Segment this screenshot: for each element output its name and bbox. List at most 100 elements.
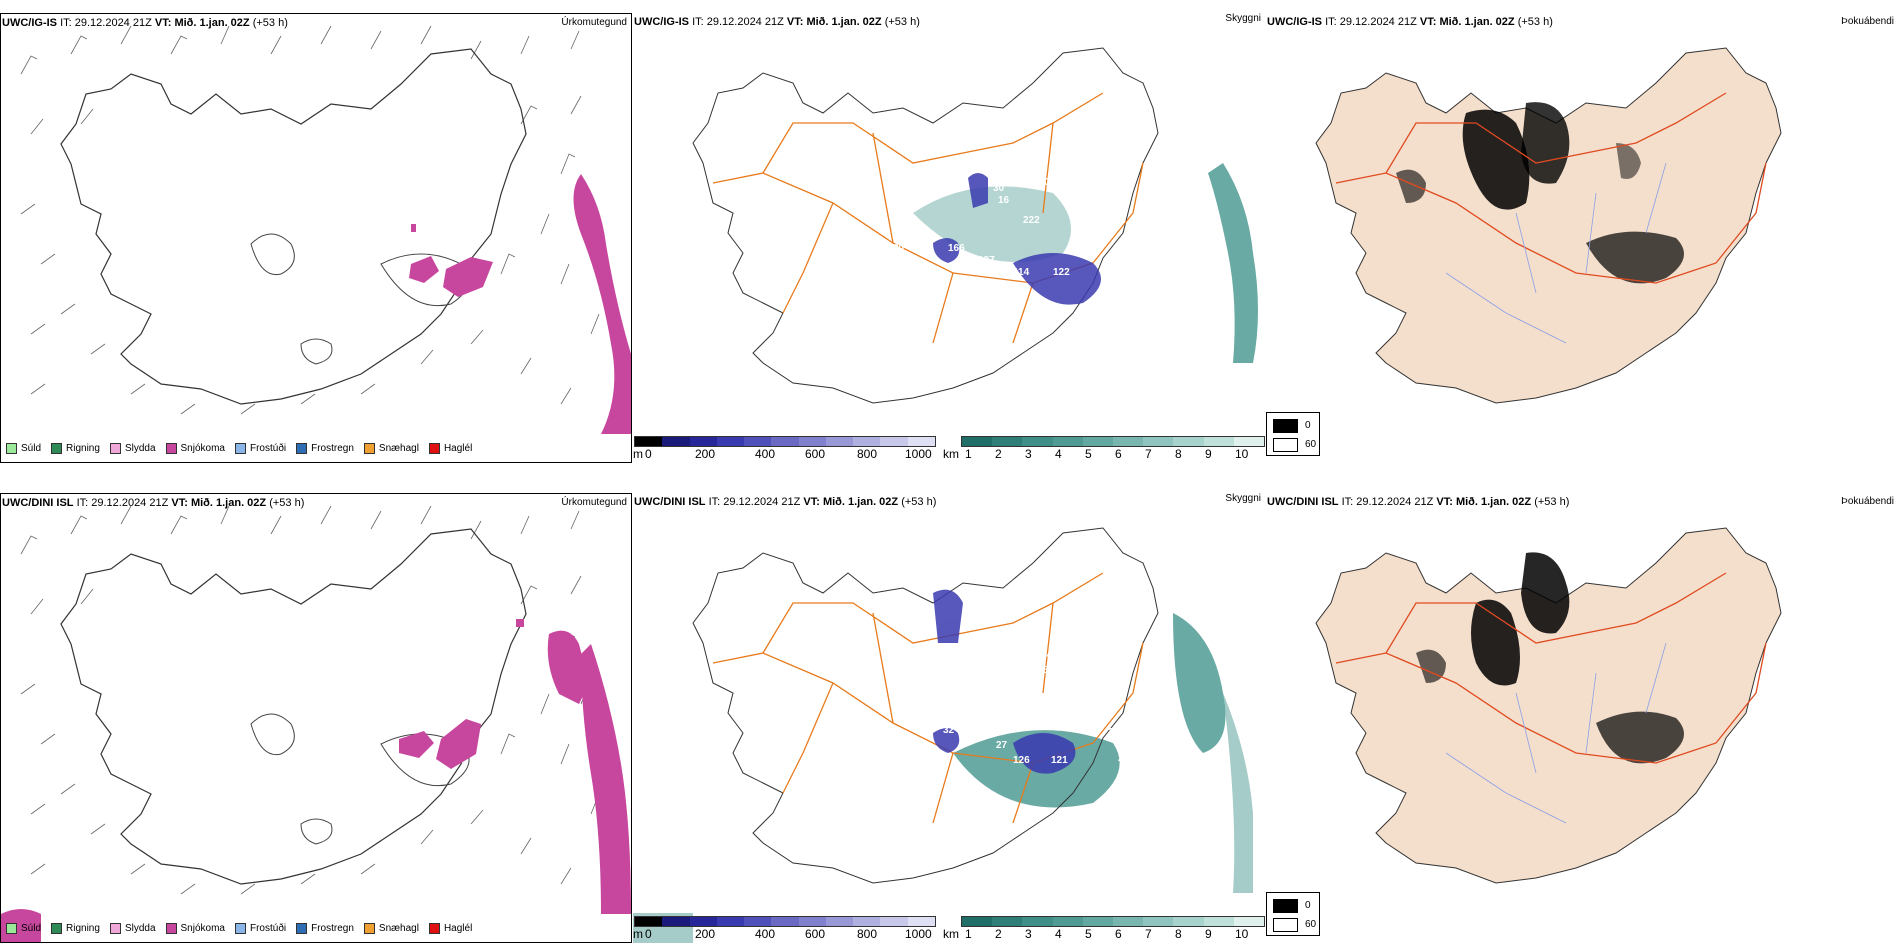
legend-slydda: Slydda [109, 923, 156, 934]
legend-sudl: Súld [6, 443, 41, 454]
visibility-ticks-row2: km 1 2 3 4 5 6 7 8 9 10 [943, 927, 1249, 941]
cloud-number: 32 [943, 725, 955, 736]
precip-type-label-row1: Úrkomutegund [561, 17, 627, 28]
cloud-type-label-row1: Skyggni [1225, 13, 1261, 24]
legend-frostudi: Frostúði [234, 923, 286, 934]
fog-legend-high-swatch [1273, 419, 1298, 433]
fog-legend-high-label: 0 [1305, 900, 1311, 911]
legend-rigning: Rigning [51, 923, 100, 934]
cloudbase-field [933, 173, 1101, 305]
precip-type-label-row2: Úrkomutegund [561, 497, 627, 508]
cloud-number: 259 [1108, 727, 1125, 738]
iceland-outline [60, 528, 527, 885]
fog-field [1396, 102, 1684, 284]
fog-legend-row1: 0 60 [1266, 412, 1320, 456]
fog-legend-row2: 0 60 [1266, 892, 1320, 936]
cloud-number: 54 [1041, 650, 1053, 661]
fog-roads [1335, 92, 1767, 284]
fog-panel-row2: UWC/DINI ISL IT: 29.12.2024 21Z VT: Mið.… [1266, 493, 1900, 943]
legend-snjokoma: Snjókoma [165, 923, 225, 934]
cloud-number: 30 [993, 183, 1005, 194]
legend-frostudi: Frostúði [234, 443, 286, 454]
cloud-number: 823 [1073, 155, 1090, 166]
cloud-number: 43 [1048, 685, 1060, 696]
cloud-number: 154 [1116, 267, 1133, 278]
snow-patches [1, 619, 631, 942]
cloud-title-row2: UWC/DINI ISL IT: 29.12.2024 21Z VT: Mið.… [634, 496, 937, 508]
precip-title-row2: UWC/DINI ISL IT: 29.12.2024 21Z VT: Mið.… [2, 497, 305, 509]
cloud-panel-row1: 823 30 290 230 222 166 137 114 122 154 2… [633, 13, 1265, 463]
fog-map-row2 [1315, 527, 1782, 884]
legend-haglel: Haglél [428, 443, 472, 454]
cloud-number: 137 [978, 255, 995, 266]
precip-map-row1 [20, 25, 631, 434]
glacier-outlines [250, 233, 470, 365]
visibility-ticks-row1: km 1 2 3 4 5 6 7 8 9 10 [943, 447, 1249, 461]
legend-haglel: Haglél [428, 923, 472, 934]
legend-snaehagl: Snæhagl [363, 443, 419, 454]
legend-slydda: Slydda [109, 443, 156, 454]
fog-legend-low-label: 60 [1305, 919, 1317, 930]
iceland-land [1315, 527, 1782, 884]
precip-map-row2 [1, 505, 631, 942]
cloud-numbers: 57 43 54 96 27 126 121 259 203 70 32 [943, 650, 1135, 766]
cloud-panel-row2: 57 43 54 96 27 126 121 259 203 70 32 UWC… [633, 493, 1265, 943]
cloud-number: 222 [1023, 215, 1040, 226]
cloud-number: 57 [1043, 665, 1055, 676]
fog-map-row1 [1315, 47, 1782, 404]
fog-roads [1335, 572, 1767, 764]
fog-type-label-row1: Þokuábendi [1841, 16, 1894, 27]
cloud-number: 70 [988, 650, 1000, 661]
visibility-colorbar-row1 [961, 436, 1265, 447]
cloud-title-row1: UWC/IG-IS IT: 29.12.2024 21Z VT: Mið. 1.… [634, 16, 920, 28]
legend-sudl: Súld [6, 923, 41, 934]
cloud-number: 203 [1118, 753, 1135, 764]
cloudbase-colorbar-row1 [634, 436, 936, 447]
visibility-field [633, 613, 1253, 943]
iceland-outline [60, 48, 527, 405]
cloudbase-field [933, 589, 1076, 774]
fog-panel-row1: UWC/IG-IS IT: 29.12.2024 21Z VT: Mið. 1.… [1266, 13, 1900, 463]
iceland-land [1315, 47, 1782, 404]
cloud-map-row2: 57 43 54 96 27 126 121 259 203 70 32 [633, 527, 1253, 943]
cloudbase-ticks-row2: m 0 200 400 600 800 1000 [633, 927, 932, 941]
fog-legend-high-label: 0 [1305, 420, 1311, 431]
cloud-number: 96 [1023, 710, 1035, 721]
precip-title-row1: UWC/IG-IS IT: 29.12.2024 21Z VT: Mið. 1.… [2, 17, 288, 29]
fog-title-row2: UWC/DINI ISL IT: 29.12.2024 21Z VT: Mið.… [1267, 496, 1570, 508]
legend-frostregn: Frostregn [296, 923, 354, 934]
precip-panel-row2: UWC/DINI ISL IT: 29.12.2024 21Z VT: Mið.… [0, 493, 632, 943]
cloud-type-label-row2: Skyggni [1225, 493, 1261, 504]
cloud-number: 166 [948, 243, 965, 254]
cloud-number: 122 [1053, 267, 1070, 278]
road-network [712, 92, 1144, 344]
cloud-number: 30 [1053, 170, 1065, 181]
cloud-number: 126 [1013, 755, 1030, 766]
precip-legend-row2: Súld Rigning Slydda Snjókoma Frostúði Fr… [6, 923, 472, 934]
fog-legend-high-swatch [1273, 899, 1298, 913]
legend-snjokoma: Snjókoma [165, 443, 225, 454]
cloud-number: 16 [998, 195, 1010, 206]
legend-frostregn: Frostregn [296, 443, 354, 454]
precip-panel-row1: UWC/IG-IS IT: 29.12.2024 21Z VT: Mið. 1.… [0, 13, 632, 463]
fog-type-label-row2: Þokuábendi [1841, 496, 1894, 507]
cloud-map-row1: 823 30 290 230 222 166 137 114 122 154 2… [692, 47, 1258, 404]
wind-barbs [20, 505, 600, 895]
cloud-number: 230 [1033, 177, 1050, 188]
iceland-outline [692, 527, 1159, 884]
cloud-numbers: 823 30 290 230 222 166 137 114 122 154 2… [893, 153, 1133, 278]
fog-legend-low-swatch [1273, 918, 1298, 932]
glacier-outlines [250, 713, 470, 845]
legend-snaehagl: Snæhagl [363, 923, 419, 934]
cloud-number: 121 [1051, 755, 1068, 766]
wind-barbs [20, 25, 600, 415]
fog-legend-low-label: 60 [1305, 439, 1317, 450]
precip-legend-row1: Súld Rigning Slydda Snjókoma Frostúði Fr… [6, 443, 472, 454]
visibility-colorbar-row2 [961, 916, 1265, 927]
snow-patches [409, 174, 631, 434]
fog-rivers [1445, 642, 1667, 824]
cloud-number: 20 [893, 243, 905, 254]
fog-field [1416, 552, 1684, 764]
fog-rivers [1445, 162, 1667, 344]
cloud-number: 18 [973, 153, 985, 164]
